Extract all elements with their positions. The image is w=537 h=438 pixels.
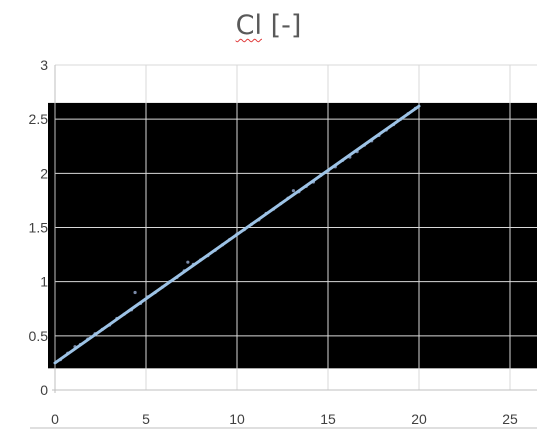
y-tick-label: 1 [40,274,48,290]
data-point [133,290,137,295]
data-point [186,260,190,264]
plot-background [48,102,537,369]
y-tick-label: 1.5 [29,220,49,236]
chart-title-unit: [-] [270,10,302,41]
x-tick-label: 25 [502,411,518,427]
chart-title: Cl [-] [0,10,537,41]
y-tick-label: 3 [40,57,48,73]
x-tick-label: 20 [411,411,427,427]
y-tick-label: 0 [40,382,48,398]
data-point [291,189,296,193]
y-tick-label: 2 [40,165,48,181]
x-tick-label: 10 [229,411,245,427]
y-tick-label: 2.5 [29,111,49,127]
x-tick-label: 15 [320,411,336,427]
y-tick-label: 0.5 [29,328,49,344]
chart-title-symbol: Cl [235,10,262,41]
x-tick-label: 0 [51,411,59,427]
x-tick-label: 5 [142,411,150,427]
trend-line [53,104,421,365]
